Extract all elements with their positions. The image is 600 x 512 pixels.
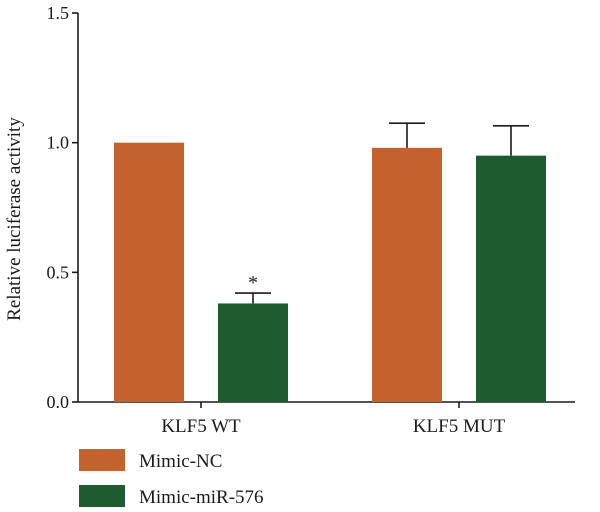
x-tick-label: KLF5 MUT [413, 416, 506, 437]
y-tick-label: 0.5 [47, 262, 70, 282]
y-tick-label: 0.0 [47, 392, 70, 412]
bar [218, 303, 288, 402]
legend-label: Mimic-NC [139, 451, 222, 472]
y-axis-title: Relative luciferase activity [4, 117, 25, 321]
legend-swatch [79, 449, 125, 471]
legend-label: Mimic-miR-576 [139, 487, 264, 508]
bar [476, 155, 546, 402]
bar [114, 142, 184, 402]
bars: * [114, 122, 546, 402]
significance-label: * [248, 272, 258, 294]
y-tick-label: 1.5 [47, 3, 70, 23]
x-tick-label: KLF5 WT [161, 416, 241, 437]
legend: Mimic-NC Mimic-miR-576 [79, 449, 264, 508]
legend-swatch [79, 485, 125, 507]
bar [372, 147, 442, 402]
y-tick-label: 1.0 [47, 133, 70, 153]
